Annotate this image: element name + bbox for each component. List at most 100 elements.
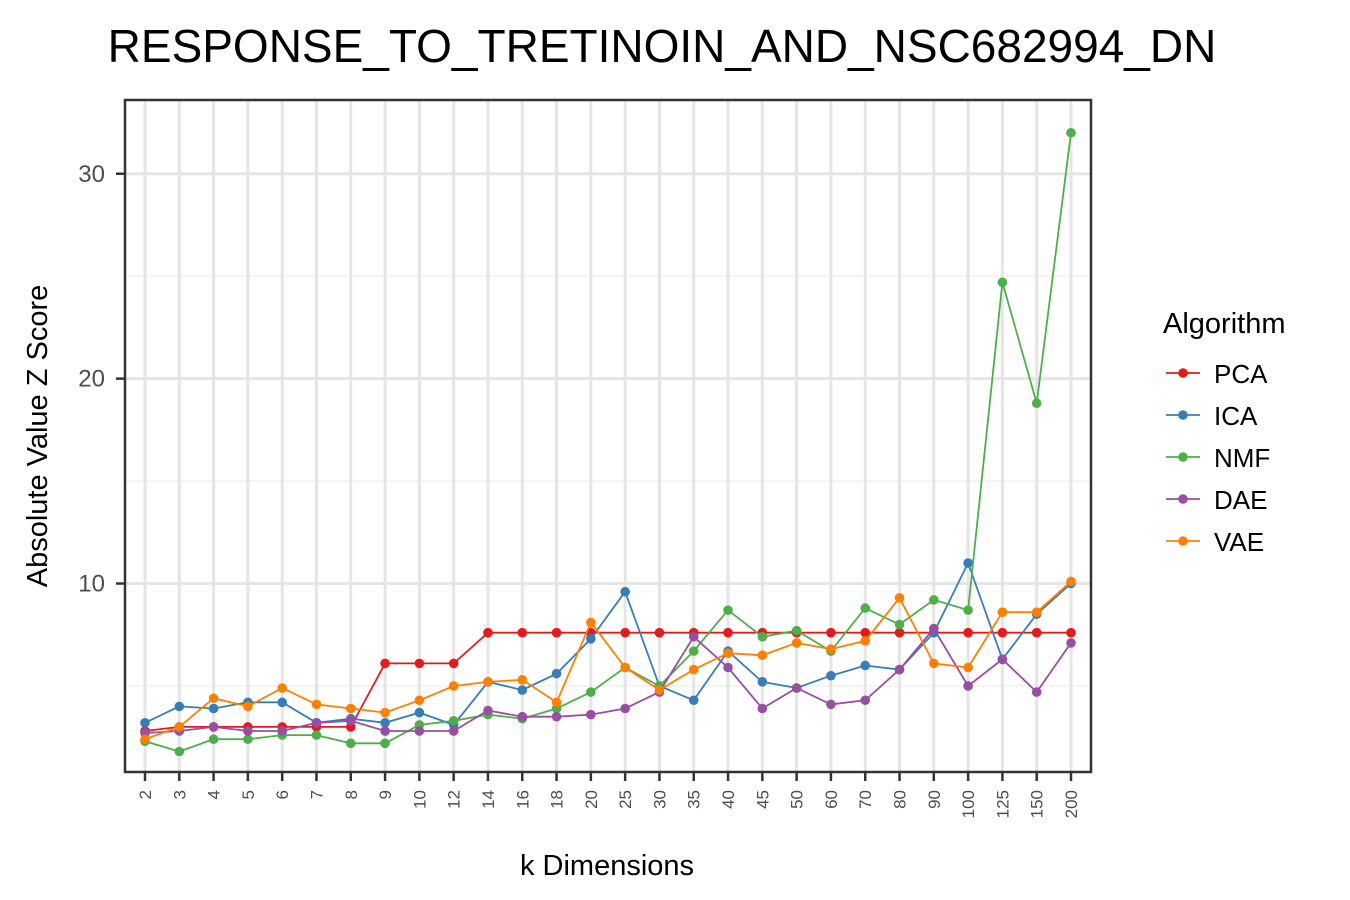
x-tick-label: 60: [822, 790, 841, 809]
data-point: [414, 707, 425, 718]
data-point: [997, 654, 1008, 665]
data-point: [620, 627, 630, 638]
legend-item-nmf: NMF: [1166, 443, 1270, 473]
data-point: [826, 670, 836, 681]
data-point: [654, 627, 665, 638]
data-point: [688, 695, 699, 706]
legend-item-ica: ICA: [1166, 401, 1258, 431]
data-point: [586, 634, 596, 644]
data-point: [963, 558, 973, 568]
data-point: [243, 701, 253, 712]
series-dae: [140, 623, 1076, 738]
data-point: [997, 627, 1008, 638]
data-point: [688, 664, 699, 675]
data-point: [208, 722, 219, 732]
x-tick-label: 3: [170, 790, 189, 799]
data-point: [586, 709, 596, 720]
y-tick-label: 20: [78, 366, 105, 393]
x-tick-label: 125: [993, 790, 1012, 818]
data-point: [551, 711, 562, 722]
x-tick-label: 12: [445, 790, 464, 809]
data-point: [1031, 607, 1042, 617]
x-tick-label: 150: [1028, 790, 1047, 818]
data-point: [963, 662, 973, 673]
series-line: [144, 627, 1072, 734]
legend: Algorithm PCA ICA NMF DAE VAE: [1163, 308, 1286, 557]
y-tick-label: 30: [78, 161, 105, 188]
data-point: [791, 638, 802, 648]
y-axis-title: Absolute Value Z Score: [22, 285, 54, 588]
data-point: [448, 715, 459, 726]
data-point: [517, 711, 528, 722]
data-point: [757, 677, 768, 687]
chart-title: RESPONSE_TO_TRETINOIN_AND_NSC682994_DN: [108, 20, 1217, 72]
data-point: [826, 627, 836, 638]
data-point: [620, 703, 630, 714]
data-point: [380, 726, 390, 736]
x-tick-label: 20: [582, 790, 601, 809]
data-point: [997, 277, 1008, 288]
data-point: [757, 703, 768, 714]
data-point: [791, 625, 802, 636]
x-tick-label: 40: [719, 790, 738, 809]
x-tick-label: 35: [685, 790, 704, 809]
x-tick-label: 90: [925, 790, 944, 809]
data-point: [174, 722, 185, 732]
series-layer: [140, 127, 1076, 757]
data-point: [311, 718, 322, 728]
data-point: [620, 662, 630, 673]
series-line: [144, 631, 1071, 732]
legend-label: DAE: [1214, 485, 1267, 515]
x-axis: 2 3 4 5 6 7 8 9 10 12 14 16 18 20 25 30 35 40 45 50 60 70 80 90…: [136, 772, 1081, 818]
data-point: [963, 681, 973, 691]
x-tick-label: 16: [513, 790, 532, 809]
data-point: [826, 644, 836, 654]
data-point: [963, 627, 973, 638]
data-point: [380, 658, 390, 669]
data-point: [414, 695, 425, 706]
data-point: [345, 738, 356, 749]
legend-key-point: [1178, 452, 1188, 462]
legend-item-vae: VAE: [1166, 527, 1264, 557]
data-point: [997, 607, 1008, 617]
data-point: [723, 648, 733, 658]
x-tick-label: 100: [959, 790, 978, 818]
data-point: [483, 627, 493, 638]
data-point: [380, 718, 390, 728]
x-tick-label: 2: [136, 790, 155, 799]
data-point: [757, 650, 768, 661]
data-point: [551, 697, 562, 708]
data-point: [208, 734, 219, 745]
legend-label: ICA: [1214, 401, 1258, 431]
x-tick-label: 30: [650, 790, 669, 809]
grid: [125, 100, 1091, 772]
series-line: [144, 560, 1072, 726]
x-axis-title: k Dimensions: [520, 850, 694, 882]
data-point: [517, 675, 528, 685]
data-point: [894, 664, 905, 675]
data-point: [140, 718, 150, 728]
x-tick-label: 7: [307, 790, 326, 799]
legend-key-point: [1178, 410, 1188, 420]
data-point: [448, 726, 459, 736]
x-tick-label: 18: [548, 790, 567, 809]
x-tick-label: 10: [410, 790, 429, 809]
data-point: [757, 631, 768, 642]
data-point: [929, 623, 939, 634]
series-line: [144, 580, 1072, 741]
data-point: [345, 715, 356, 726]
panel-border: [123, 98, 1093, 774]
series-line: [144, 132, 1072, 753]
legend-key-point: [1178, 536, 1188, 546]
x-tick-label: 6: [273, 790, 292, 799]
data-point: [894, 619, 905, 630]
data-point: [860, 627, 871, 638]
data-point: [1031, 687, 1042, 697]
data-point: [860, 695, 871, 706]
data-point: [1066, 638, 1076, 648]
data-point: [483, 677, 493, 687]
x-tick-label: 5: [239, 790, 258, 799]
x-tick-label: 70: [856, 790, 875, 809]
data-point: [551, 668, 562, 679]
